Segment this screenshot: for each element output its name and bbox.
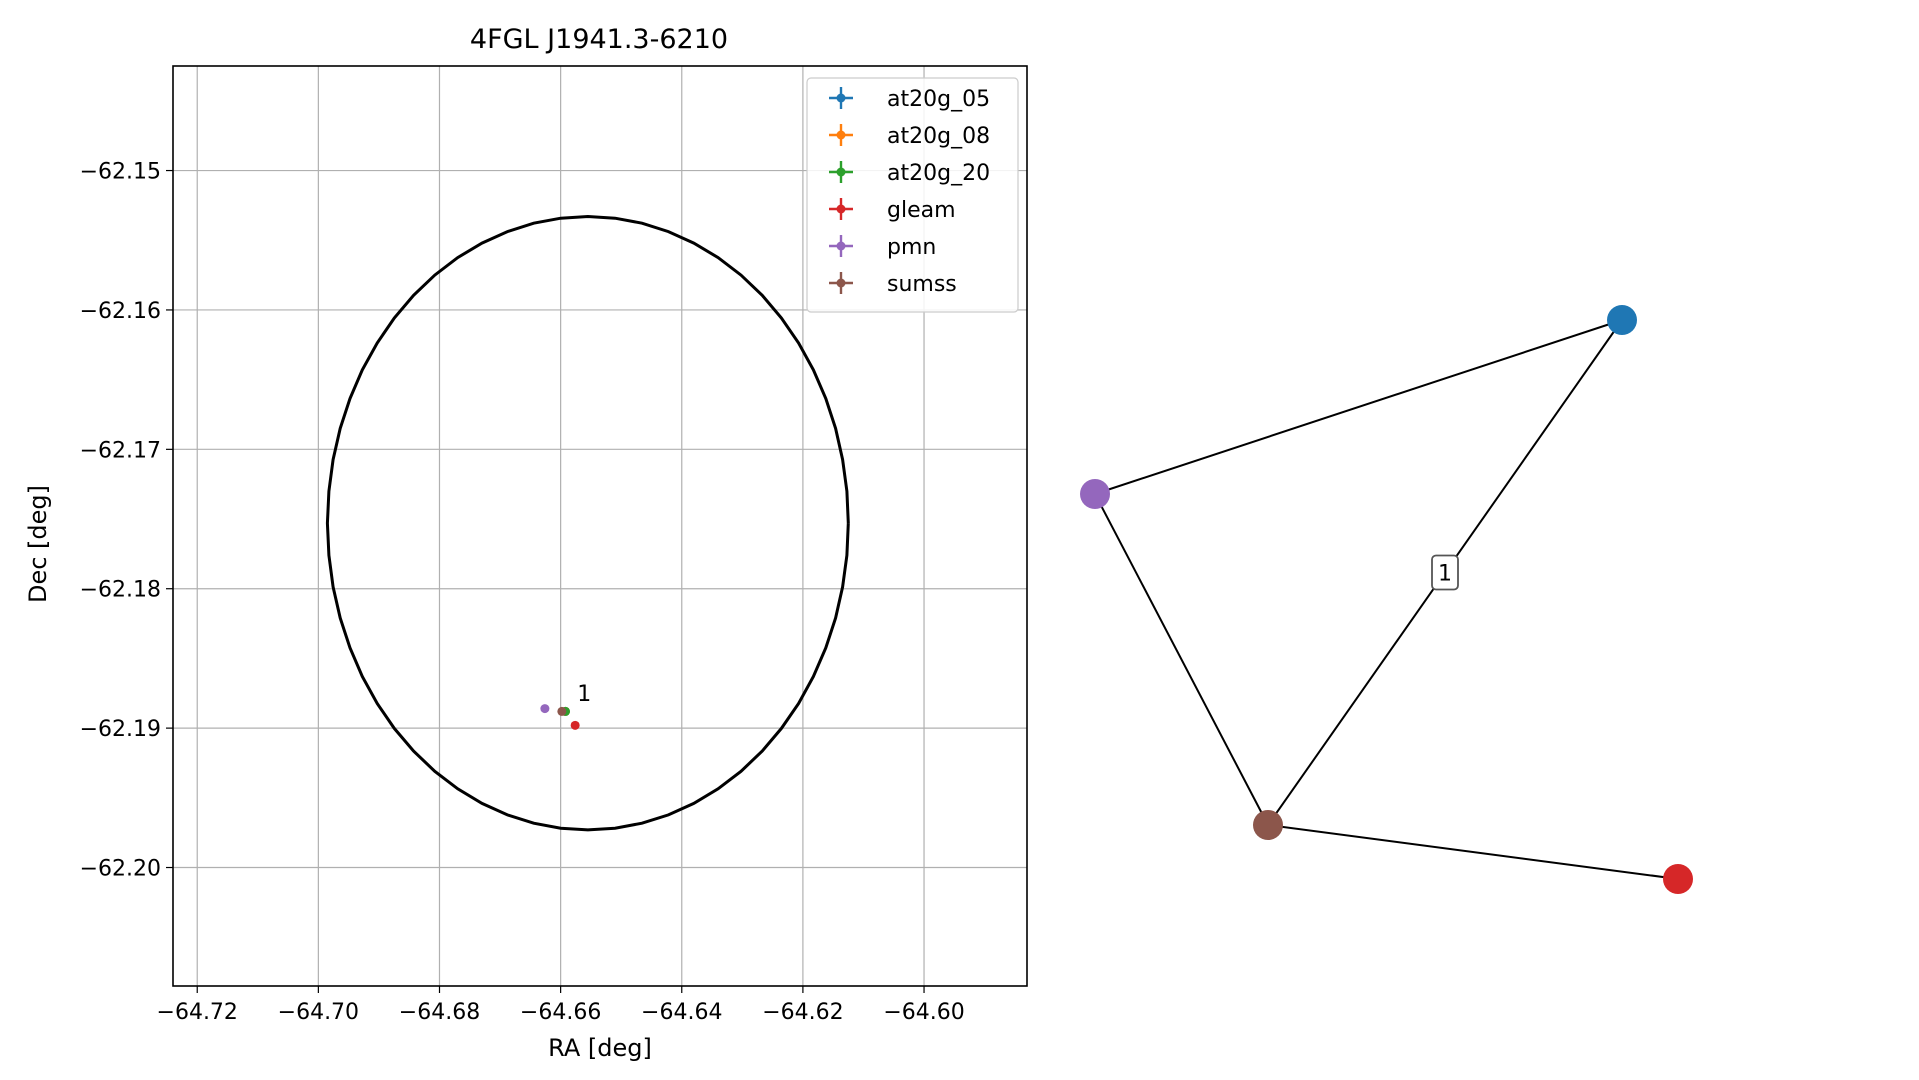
- x-axis-label: RA [deg]: [548, 1034, 652, 1062]
- y-tick-label: −62.17: [80, 438, 161, 463]
- network-edge-pmn-at20g: [1094, 319, 1623, 495]
- legend-entry-pmn: pmn: [829, 235, 936, 260]
- data-points-layer: [540, 704, 580, 730]
- network-edge-labels: 1: [1431, 554, 1459, 591]
- y-tick-label: −62.19: [80, 717, 161, 742]
- legend-entry-at20g_20: at20g_20: [829, 161, 990, 186]
- network-edge-sumss-gleam: [1267, 824, 1679, 880]
- scatter-panel: 4FGL J1941.3-6210 1 −64.72 −64.70 −64.68 −6…: [24, 24, 1028, 1062]
- network-node-pmn: [1080, 479, 1110, 509]
- plot-frame: [172, 65, 1028, 987]
- svg-text:1: 1: [1438, 562, 1452, 587]
- x-tick-label: −64.64: [641, 1000, 722, 1025]
- y-tick-label: −62.16: [80, 299, 161, 324]
- legend-entry-at20g_08: at20g_08: [829, 124, 990, 149]
- legend-label: at20g_20: [887, 161, 990, 186]
- legend-label: sumss: [887, 272, 957, 297]
- legend-label: at20g_08: [887, 124, 990, 149]
- x-tick-label: −64.68: [399, 1000, 480, 1025]
- y-tick-label: −62.18: [80, 578, 161, 603]
- legend-label: at20g_05: [887, 87, 990, 112]
- legend-frame: [806, 77, 1019, 313]
- x-tick-label: −64.72: [157, 1000, 238, 1025]
- x-axis-ticks: −64.72 −64.70 −64.68 −64.66 −64.64 −64.62 −64.…: [157, 986, 965, 1025]
- legend-entry-gleam: gleam: [829, 198, 956, 223]
- y-axis-label: Dec [deg]: [24, 485, 52, 603]
- network-edge-pmn-sumss: [1094, 493, 1269, 826]
- data-point-gleam: [570, 720, 580, 730]
- x-tick-label: −64.60: [883, 1000, 964, 1025]
- network-node-sumss: [1253, 810, 1283, 840]
- network-nodes: [1080, 305, 1693, 894]
- network-node-gleam: [1663, 864, 1693, 894]
- grid-lines: [173, 66, 1027, 986]
- legend-entry-sumss: sumss: [829, 272, 957, 297]
- data-point-sumss: [557, 706, 567, 716]
- chart-title: 4FGL J1941.3-6210: [470, 24, 728, 55]
- error-ellipse-layer: [325, 214, 850, 832]
- network-node-at20g: [1607, 305, 1637, 335]
- x-tick-label: −64.62: [762, 1000, 843, 1025]
- y-axis-ticks: −62.15 −62.16 −62.17 −62.18 −62.19 −62.20: [80, 160, 173, 882]
- edge-label: 1: [1431, 554, 1459, 591]
- y-tick-label: −62.20: [80, 857, 161, 882]
- x-tick-label: −64.66: [520, 1000, 601, 1025]
- data-point-pmn: [540, 704, 550, 714]
- annotations-layer: 1: [577, 682, 591, 707]
- y-tick-label: −62.15: [80, 160, 161, 185]
- legend-entry-at20g_05: at20g_05: [829, 87, 990, 112]
- point-annotation: 1: [577, 682, 591, 707]
- network-edges: [1094, 319, 1679, 880]
- legend-label: gleam: [887, 198, 956, 223]
- error-ellipse: [325, 214, 850, 832]
- network-panel: 1: [1080, 305, 1693, 894]
- legend-label: pmn: [887, 235, 936, 260]
- x-tick-label: −64.70: [278, 1000, 359, 1025]
